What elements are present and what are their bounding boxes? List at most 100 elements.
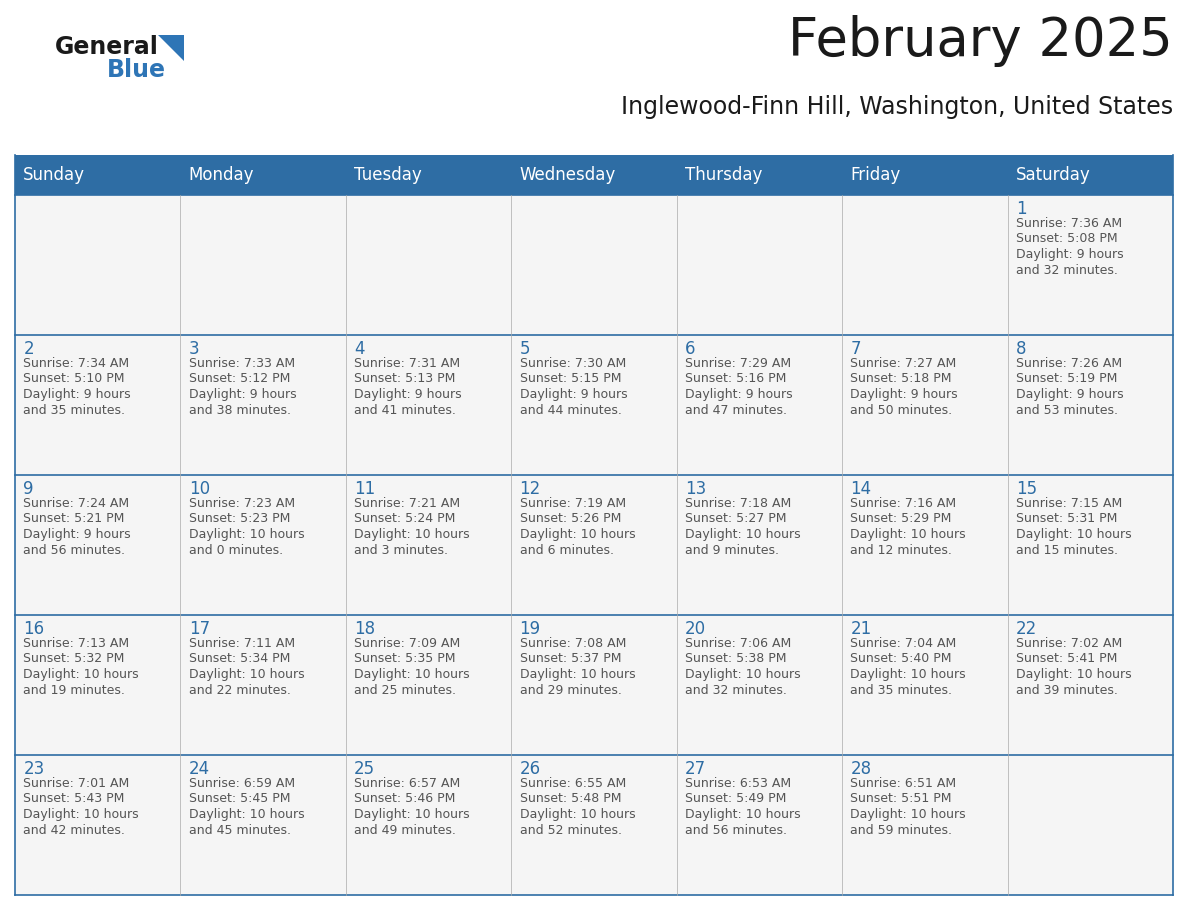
Text: Daylight: 9 hours: Daylight: 9 hours [1016,248,1124,261]
Text: Sunset: 5:08 PM: Sunset: 5:08 PM [1016,232,1118,245]
Text: Sunrise: 7:15 AM: Sunrise: 7:15 AM [1016,497,1123,510]
Text: and 56 minutes.: and 56 minutes. [24,543,125,556]
Text: 7: 7 [851,340,861,358]
Text: 9: 9 [24,480,33,498]
Text: Sunrise: 7:11 AM: Sunrise: 7:11 AM [189,637,295,650]
Text: Daylight: 9 hours: Daylight: 9 hours [354,388,462,401]
Text: Sunset: 5:19 PM: Sunset: 5:19 PM [1016,373,1117,386]
Bar [1007,475,1173,615]
Text: Sunrise: 6:57 AM: Sunrise: 6:57 AM [354,777,461,790]
Bar [346,475,511,615]
Text: 16: 16 [24,620,44,638]
Text: Daylight: 10 hours: Daylight: 10 hours [1016,528,1131,541]
Text: Sunset: 5:34 PM: Sunset: 5:34 PM [189,653,290,666]
Text: 2: 2 [24,340,34,358]
Text: Sunday: Sunday [24,166,86,184]
Text: Daylight: 10 hours: Daylight: 10 hours [24,668,139,681]
Text: 17: 17 [189,620,210,638]
Text: Daylight: 10 hours: Daylight: 10 hours [1016,668,1131,681]
Text: and 12 minutes.: and 12 minutes. [851,543,953,556]
Text: Sunrise: 7:26 AM: Sunrise: 7:26 AM [1016,357,1121,370]
Text: 4: 4 [354,340,365,358]
Text: Sunset: 5:37 PM: Sunset: 5:37 PM [519,653,621,666]
Text: Sunset: 5:18 PM: Sunset: 5:18 PM [851,373,952,386]
Bar [511,475,677,615]
Text: Sunrise: 6:53 AM: Sunrise: 6:53 AM [685,777,791,790]
Text: Sunset: 5:51 PM: Sunset: 5:51 PM [851,792,952,805]
Text: Sunrise: 7:06 AM: Sunrise: 7:06 AM [685,637,791,650]
Text: and 45 minutes.: and 45 minutes. [189,823,291,836]
Bar [15,155,1173,195]
Text: and 32 minutes.: and 32 minutes. [685,684,786,697]
Text: Daylight: 10 hours: Daylight: 10 hours [189,668,304,681]
Text: Sunrise: 7:21 AM: Sunrise: 7:21 AM [354,497,460,510]
Text: 18: 18 [354,620,375,638]
Bar [181,195,346,335]
Text: 10: 10 [189,480,210,498]
Text: and 44 minutes.: and 44 minutes. [519,404,621,417]
Bar [15,755,181,895]
Text: and 32 minutes.: and 32 minutes. [1016,263,1118,276]
Text: and 50 minutes.: and 50 minutes. [851,404,953,417]
Text: Sunset: 5:35 PM: Sunset: 5:35 PM [354,653,456,666]
Text: Sunrise: 7:02 AM: Sunrise: 7:02 AM [1016,637,1123,650]
Bar [181,335,346,475]
Text: Daylight: 10 hours: Daylight: 10 hours [685,668,801,681]
Text: Sunset: 5:23 PM: Sunset: 5:23 PM [189,512,290,525]
Text: Sunrise: 7:29 AM: Sunrise: 7:29 AM [685,357,791,370]
Text: Sunrise: 7:04 AM: Sunrise: 7:04 AM [851,637,956,650]
Text: Sunrise: 7:30 AM: Sunrise: 7:30 AM [519,357,626,370]
Text: Daylight: 10 hours: Daylight: 10 hours [519,668,636,681]
Text: Sunrise: 7:13 AM: Sunrise: 7:13 AM [24,637,129,650]
Bar [511,195,677,335]
Text: Sunset: 5:27 PM: Sunset: 5:27 PM [685,512,786,525]
Text: Sunrise: 6:55 AM: Sunrise: 6:55 AM [519,777,626,790]
Text: General: General [55,35,159,59]
Text: Sunrise: 7:31 AM: Sunrise: 7:31 AM [354,357,460,370]
Text: Saturday: Saturday [1016,166,1091,184]
Text: Sunrise: 7:36 AM: Sunrise: 7:36 AM [1016,217,1121,230]
Bar [181,475,346,615]
Bar [842,755,1007,895]
Text: 19: 19 [519,620,541,638]
Text: 11: 11 [354,480,375,498]
Bar [842,195,1007,335]
Text: Sunset: 5:40 PM: Sunset: 5:40 PM [851,653,952,666]
Text: 20: 20 [685,620,706,638]
Bar [1007,195,1173,335]
Text: 6: 6 [685,340,695,358]
Text: Sunset: 5:41 PM: Sunset: 5:41 PM [1016,653,1117,666]
Text: Daylight: 10 hours: Daylight: 10 hours [685,528,801,541]
Text: Sunset: 5:13 PM: Sunset: 5:13 PM [354,373,455,386]
Text: Sunset: 5:45 PM: Sunset: 5:45 PM [189,792,290,805]
Text: Sunrise: 7:23 AM: Sunrise: 7:23 AM [189,497,295,510]
Text: Daylight: 10 hours: Daylight: 10 hours [851,528,966,541]
Text: Daylight: 10 hours: Daylight: 10 hours [189,528,304,541]
Text: Daylight: 9 hours: Daylight: 9 hours [519,388,627,401]
Text: Daylight: 10 hours: Daylight: 10 hours [519,528,636,541]
Text: 14: 14 [851,480,872,498]
Text: Sunset: 5:12 PM: Sunset: 5:12 PM [189,373,290,386]
Text: Thursday: Thursday [685,166,763,184]
Bar [346,755,511,895]
Text: Sunrise: 7:18 AM: Sunrise: 7:18 AM [685,497,791,510]
Text: Daylight: 10 hours: Daylight: 10 hours [851,808,966,821]
Text: and 6 minutes.: and 6 minutes. [519,543,613,556]
Text: Sunrise: 7:16 AM: Sunrise: 7:16 AM [851,497,956,510]
Bar [346,615,511,755]
Text: Daylight: 9 hours: Daylight: 9 hours [1016,388,1124,401]
Text: Daylight: 9 hours: Daylight: 9 hours [685,388,792,401]
Text: Sunset: 5:10 PM: Sunset: 5:10 PM [24,373,125,386]
Text: and 59 minutes.: and 59 minutes. [851,823,953,836]
Text: Daylight: 10 hours: Daylight: 10 hours [685,808,801,821]
Text: and 41 minutes.: and 41 minutes. [354,404,456,417]
Text: and 47 minutes.: and 47 minutes. [685,404,786,417]
Text: Sunset: 5:46 PM: Sunset: 5:46 PM [354,792,455,805]
Text: Daylight: 10 hours: Daylight: 10 hours [354,808,469,821]
Text: Daylight: 9 hours: Daylight: 9 hours [24,388,131,401]
Bar [1007,615,1173,755]
Text: and 29 minutes.: and 29 minutes. [519,684,621,697]
Text: and 35 minutes.: and 35 minutes. [24,404,125,417]
Text: 1: 1 [1016,200,1026,218]
Bar [511,615,677,755]
